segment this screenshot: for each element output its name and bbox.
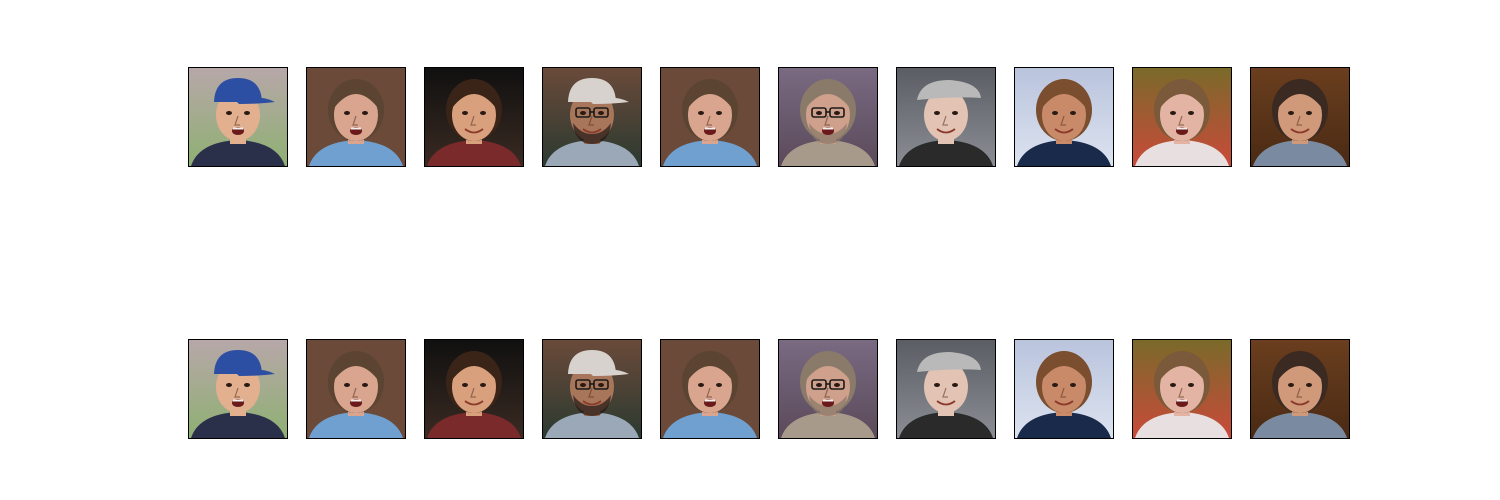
- face-thumbnail-child-blue-cap: [188, 339, 288, 439]
- face-thumbnail-smiling-woman: [424, 339, 524, 439]
- face-image: [1133, 340, 1231, 438]
- face-thumbnail-man-glasses-grey-beard: [778, 67, 878, 167]
- face-thumbnail-child-blue-cap: [188, 67, 288, 167]
- face-thumbnail-surprised-woman: [1132, 67, 1232, 167]
- face-image: [1015, 340, 1113, 438]
- bottom-row: [188, 339, 1351, 439]
- face-thumbnail-man-headset-mic: [1014, 67, 1114, 167]
- face-thumbnail-crying-toddler: [306, 67, 406, 167]
- face-image: [661, 340, 759, 438]
- face-image: [543, 340, 641, 438]
- face-image: [425, 68, 523, 166]
- face-image: [897, 68, 995, 166]
- face-image: [189, 68, 287, 166]
- face-thumbnail-old-man-flat-cap: [896, 339, 996, 439]
- face-image: [307, 340, 405, 438]
- face-thumbnail-man-white-cap-glasses: [542, 67, 642, 167]
- face-image: [1133, 68, 1231, 166]
- face-thumbnail-crying-toddler-repeat: [660, 339, 760, 439]
- face-image: [307, 68, 405, 166]
- face-thumbnail-man-headset-mic: [1014, 339, 1114, 439]
- face-thumbnail-crying-toddler-repeat: [660, 67, 760, 167]
- face-thumbnail-man-white-cap-glasses: [542, 339, 642, 439]
- face-image: [661, 68, 759, 166]
- face-thumbnail-man-glasses-grey-beard: [778, 339, 878, 439]
- face-thumbnail-man-profile-wood: [1250, 67, 1350, 167]
- face-image: [1251, 68, 1349, 166]
- face-thumbnail-old-man-flat-cap: [896, 67, 996, 167]
- face-image: [779, 340, 877, 438]
- face-thumbnail-surprised-woman: [1132, 339, 1232, 439]
- face-image: [1015, 68, 1113, 166]
- top-row: [188, 67, 1351, 167]
- face-image: [779, 68, 877, 166]
- face-image: [189, 340, 287, 438]
- face-thumbnail-smiling-woman: [424, 67, 524, 167]
- face-image: [543, 68, 641, 166]
- face-thumbnail-man-profile-wood: [1250, 339, 1350, 439]
- face-image: [425, 340, 523, 438]
- face-image: [1251, 340, 1349, 438]
- face-thumbnail-crying-toddler: [306, 339, 406, 439]
- face-image: [897, 340, 995, 438]
